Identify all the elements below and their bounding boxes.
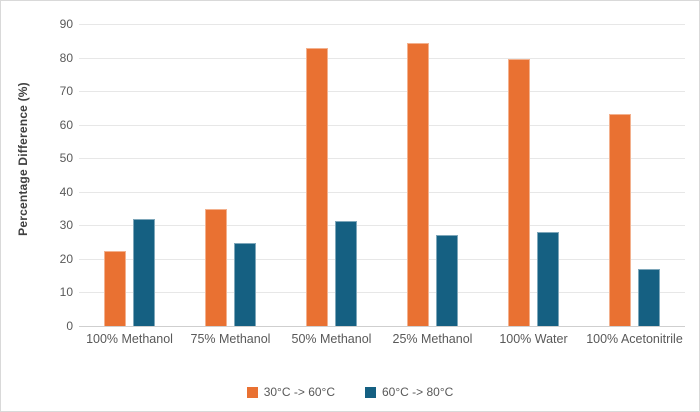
gridline xyxy=(79,24,685,25)
gridline xyxy=(79,158,685,160)
bar xyxy=(407,43,429,326)
bar-group-1 xyxy=(79,24,180,326)
plot-area xyxy=(79,24,685,327)
x-axis-labels: 100% Methanol 75% Methanol 50% Methanol 25%… xyxy=(79,332,685,346)
bar xyxy=(436,235,458,326)
bar xyxy=(609,113,631,326)
y-tick-label: 30 xyxy=(59,218,73,233)
y-tick-label: 50 xyxy=(59,151,73,166)
bar xyxy=(234,243,256,326)
bar xyxy=(205,208,227,326)
bar xyxy=(306,47,328,326)
y-tick-label: 60 xyxy=(59,117,73,132)
bar-group-3 xyxy=(281,24,382,326)
bar xyxy=(104,250,126,326)
category-label: 25% Methanol xyxy=(392,332,473,346)
y-tick-label: 10 xyxy=(59,285,73,300)
y-tick-label: 20 xyxy=(59,251,73,266)
bar xyxy=(508,59,530,326)
y-tick-label: 40 xyxy=(59,184,73,199)
gridline xyxy=(79,124,685,126)
y-tick-label: 0 xyxy=(66,319,73,333)
gridline xyxy=(79,191,685,193)
y-axis-ticks: 90 80 70 60 50 40 30 20 10 0 xyxy=(1,1,73,411)
legend-label: 30°C -> 60°C xyxy=(263,385,335,399)
gridline xyxy=(79,225,685,227)
bar xyxy=(537,232,559,326)
y-tick-label: 70 xyxy=(59,84,73,99)
bar-group-2 xyxy=(180,24,281,326)
legend-label: 60°C -> 80°C xyxy=(382,385,454,399)
bar-group-4 xyxy=(382,24,483,326)
gridline xyxy=(79,57,685,59)
legend-item: 60°C -> 80°C xyxy=(365,385,453,399)
bar xyxy=(335,220,357,326)
legend: 30°C -> 60°C 60°C -> 80°C xyxy=(1,385,699,399)
legend-swatch-icon xyxy=(246,386,258,398)
legend-swatch-icon xyxy=(365,386,376,398)
y-tick-label: 90 xyxy=(59,17,73,31)
bar-group-6 xyxy=(584,24,685,326)
category-label: 75% Methanol xyxy=(190,332,271,346)
category-label: 100% Methanol xyxy=(86,332,173,346)
category-label: 100% Acetonitrile xyxy=(586,332,683,346)
category-label: 50% Methanol xyxy=(291,332,372,346)
category-label: 100% Water xyxy=(499,332,568,346)
gridline xyxy=(79,292,685,294)
y-tick-label: 80 xyxy=(59,50,73,65)
bar-group-5 xyxy=(483,24,584,326)
legend-item: 30°C -> 60°C xyxy=(246,385,335,399)
gridline xyxy=(79,91,685,93)
gridline xyxy=(79,258,685,260)
bar xyxy=(133,218,155,326)
bar xyxy=(638,268,660,326)
